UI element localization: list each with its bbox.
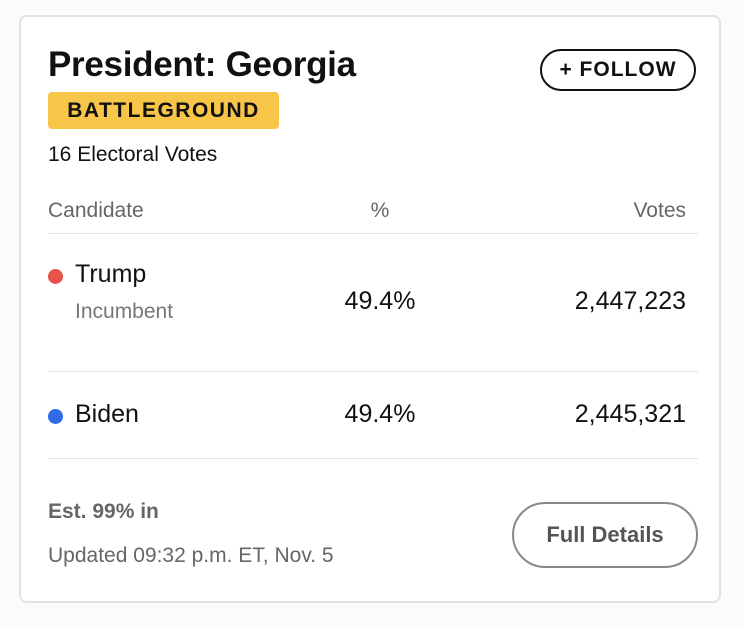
badge: BATTLEGROUND — [48, 92, 279, 129]
column-header: Votes — [633, 199, 686, 222]
title: President: Georgia — [48, 45, 356, 84]
divider — [48, 458, 698, 459]
column-header: % — [370, 199, 390, 222]
divider — [48, 371, 698, 372]
vote-percent: 49.4% — [344, 399, 416, 428]
divider — [48, 233, 698, 234]
details-button[interactable]: Full Details — [512, 502, 698, 568]
updated: Updated 09:32 p.m. ET, Nov. 5 — [48, 544, 334, 567]
vote-count: 2,447,223 — [574, 287, 686, 315]
electoral-votes: 16 Electoral Votes — [48, 143, 218, 166]
reporting: Est. 99% in — [48, 500, 159, 523]
vote-percent: 49.4% — [344, 287, 416, 315]
column-header: Candidate — [48, 199, 144, 222]
candidate-dot — [48, 269, 63, 284]
vote-count: 2,445,321 — [574, 399, 686, 428]
candidate-name: Biden — [75, 399, 139, 428]
candidate-note: Incumbent — [75, 300, 174, 323]
candidate-dot — [48, 408, 63, 424]
result-card: President: Georgia + FOLLOW BATTLEGROUND… — [19, 15, 721, 603]
candidate-name: Trump — [75, 260, 147, 288]
follow-button[interactable]: + FOLLOW — [540, 49, 696, 91]
